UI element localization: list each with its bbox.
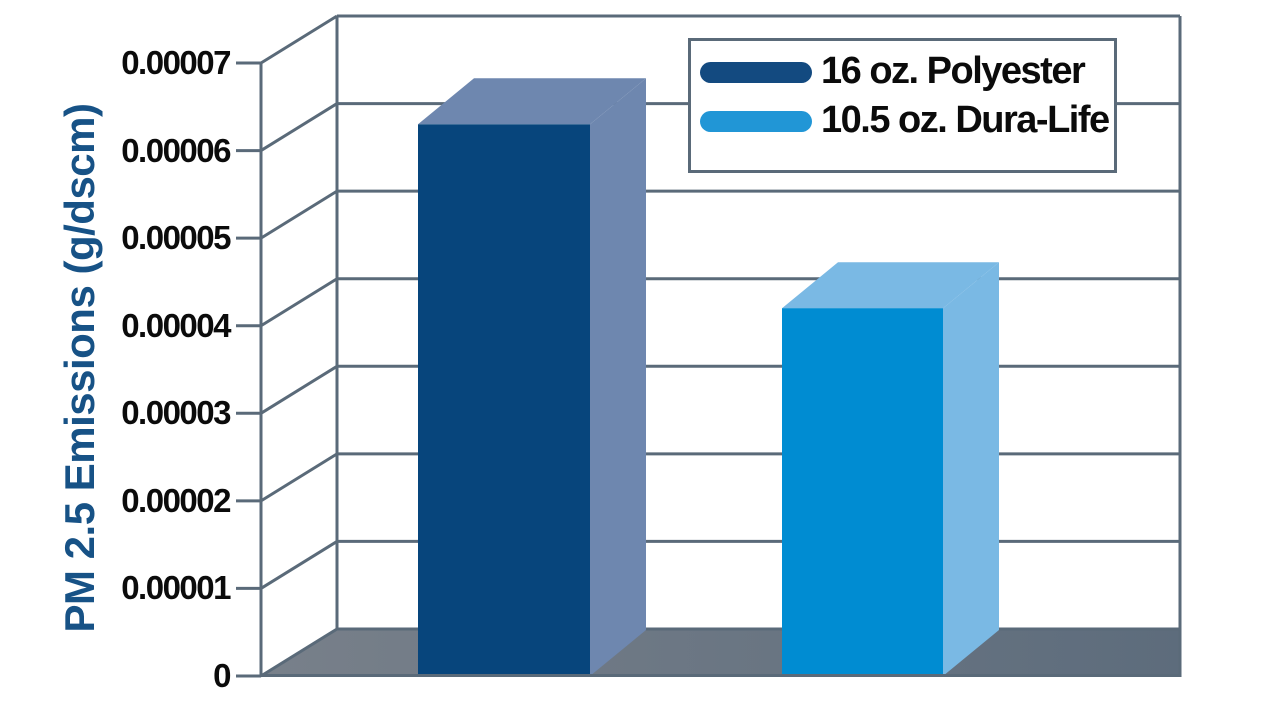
axis-frame [259, 16, 1182, 677]
y-tick-label-6: 0.00006 [121, 132, 231, 169]
bars [418, 78, 999, 676]
gridline-wall-2 [260, 452, 338, 503]
gridline-wall-7 [260, 14, 338, 65]
legend-item-polyester: 16 oz. Polyester [700, 50, 1114, 92]
gridline-wall-0 [260, 627, 338, 678]
left-wall [261, 16, 337, 676]
y-tick-label-4: 0.00004 [121, 307, 231, 344]
y-tick-label-0: 0 [213, 657, 231, 694]
y-tick-label-1: 0.00001 [121, 569, 231, 606]
legend-swatch-polyester-icon [700, 62, 812, 83]
y-tick-label-5: 0.00005 [121, 219, 231, 256]
legend-label-polyester: 16 oz. Polyester [821, 50, 1086, 92]
legend-swatch-dura-life-icon [700, 111, 812, 132]
y-tick-label-2: 0.00002 [121, 482, 231, 519]
legend-label-dura-life: 10.5 oz. Dura-Life [821, 99, 1110, 141]
y-tick-label-3: 0.00003 [121, 394, 231, 431]
chart-floor [261, 630, 1180, 677]
y-axis-title: PM 2.5 Emissions (g/dscm) [56, 103, 103, 633]
gridline-wall-1 [260, 540, 338, 590]
gridline-wall-5 [260, 189, 338, 240]
bar-front-face-0 [418, 124, 590, 676]
gridline-wall-6 [260, 102, 338, 152]
gridline-wall-4 [260, 277, 338, 327]
bar-front-face-1 [782, 308, 943, 676]
legend-item-dura-life: 10.5 oz. Dura-Life [700, 99, 1114, 141]
bar-side-face-0 [590, 78, 646, 676]
gridline-wall-3 [260, 365, 338, 415]
y-tick-label-7: 0.00007 [121, 44, 231, 81]
bar-top-face-0 [418, 78, 646, 125]
bar-top-face-1 [782, 262, 999, 309]
bar-side-face-1 [943, 262, 999, 676]
legend: 16 oz. Polyester 10.5 oz. Dura-Life [688, 38, 1117, 173]
